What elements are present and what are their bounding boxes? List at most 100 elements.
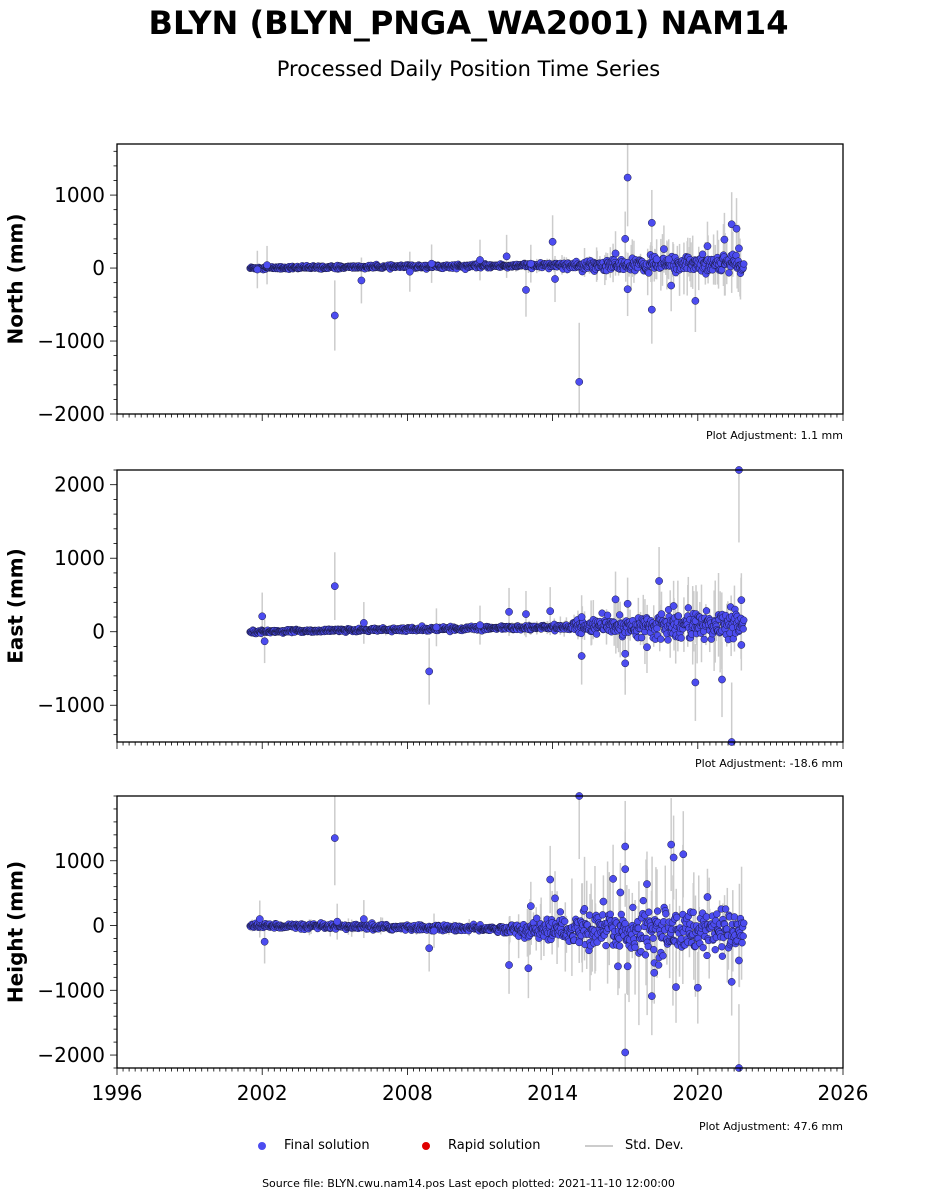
final-solution-point bbox=[700, 635, 708, 643]
final-solution-point bbox=[740, 919, 748, 927]
y-tick-label: −1000 bbox=[37, 978, 105, 1002]
final-solution-point bbox=[660, 245, 668, 253]
final-solution-point bbox=[611, 595, 620, 604]
final-solution-point bbox=[599, 911, 607, 919]
final-solution-point bbox=[430, 926, 438, 935]
final-solution-point bbox=[655, 577, 663, 585]
legend-stddev-label: Std. Dev. bbox=[625, 1138, 684, 1153]
final-solution-point bbox=[677, 634, 685, 642]
y-tick-label: 1000 bbox=[54, 183, 105, 207]
final-solution-point bbox=[629, 903, 637, 912]
final-solution-point bbox=[556, 908, 565, 916]
final-solution-point bbox=[621, 235, 630, 243]
final-solution-point bbox=[577, 652, 586, 660]
y-axis-label: Height (mm) bbox=[4, 861, 28, 1003]
y-tick-label: −2000 bbox=[37, 402, 105, 426]
final-solution-point bbox=[720, 235, 729, 244]
final-solution-point bbox=[575, 378, 584, 386]
final-solution-point bbox=[425, 944, 434, 953]
final-solution-point bbox=[703, 893, 712, 901]
y-axis-ticks bbox=[110, 795, 117, 1069]
final-solution-point bbox=[669, 602, 678, 610]
final-solution-point bbox=[657, 635, 665, 643]
final-solution-point bbox=[727, 978, 736, 986]
x-tick-label: 2014 bbox=[527, 1081, 578, 1105]
final-solution-point bbox=[652, 255, 661, 264]
x-axis-ticks bbox=[116, 742, 844, 749]
final-solution-point bbox=[603, 611, 612, 619]
final-solution-point bbox=[723, 925, 731, 933]
final-solution-point bbox=[730, 913, 739, 921]
final-solution-point bbox=[505, 961, 513, 969]
final-solution-point bbox=[427, 259, 436, 268]
final-solution-point bbox=[740, 260, 748, 268]
final-solution-point bbox=[639, 897, 647, 905]
final-solution-point bbox=[405, 267, 414, 276]
final-solution-point bbox=[575, 938, 584, 947]
x-tick-label: 2020 bbox=[672, 1081, 723, 1105]
final-solution-point bbox=[621, 649, 630, 658]
final-solution-point bbox=[684, 604, 692, 612]
std-dev-bars bbox=[253, 470, 743, 742]
final-solution-point bbox=[691, 678, 700, 687]
final-solution-point bbox=[623, 173, 632, 182]
final-solution-point bbox=[702, 913, 711, 921]
final-solution-point bbox=[614, 962, 622, 971]
final-solution-point bbox=[577, 613, 586, 621]
data-points bbox=[246, 466, 748, 746]
final-solution-point bbox=[616, 888, 625, 897]
x-axis-ticks bbox=[116, 414, 844, 421]
legend-stddev: Std. Dev. bbox=[585, 1138, 684, 1153]
final-solution-point bbox=[263, 261, 271, 269]
rapid-solution-marker-icon bbox=[422, 1141, 430, 1150]
std-dev-line-icon bbox=[585, 1144, 613, 1147]
final-solution-point bbox=[674, 612, 683, 620]
final-solution-point bbox=[599, 897, 608, 906]
legend: Final solution Rapid solution Std. Dev. bbox=[0, 1138, 937, 1158]
final-solution-point bbox=[637, 634, 646, 642]
y-tick-label: 2000 bbox=[54, 473, 105, 497]
final-solution-point bbox=[526, 259, 535, 268]
final-solution-point bbox=[667, 281, 676, 290]
final-solution-point bbox=[260, 637, 269, 646]
final-solution-point bbox=[659, 952, 667, 960]
legend-final-label: Final solution bbox=[284, 1138, 370, 1153]
final-solution-point bbox=[330, 582, 339, 591]
final-solution-point bbox=[255, 915, 264, 923]
final-solution-point bbox=[718, 675, 726, 684]
final-solution-point bbox=[546, 875, 555, 884]
final-solution-point bbox=[561, 917, 569, 926]
final-solution-point bbox=[669, 853, 678, 862]
final-solution-point bbox=[738, 939, 746, 947]
final-solution-point bbox=[526, 902, 535, 910]
final-solution-point bbox=[673, 913, 681, 921]
panel-1: −2000 −1000 0 1000 North (mm) Plot Adjustment… bbox=[4, 143, 844, 442]
final-solution-point bbox=[645, 908, 653, 916]
final-solution-point bbox=[647, 992, 656, 1000]
final-solution-point bbox=[333, 917, 342, 926]
y-tick-label: −2000 bbox=[37, 1043, 105, 1067]
legend-final: Final solution bbox=[258, 1138, 370, 1153]
std-dev-bars bbox=[256, 144, 742, 414]
final-solution-point bbox=[623, 285, 632, 294]
final-solution-point bbox=[740, 616, 748, 624]
y-tick-label: 0 bbox=[92, 620, 105, 644]
y-tick-label: −1000 bbox=[37, 693, 105, 717]
legend-rapid: Rapid solution bbox=[422, 1138, 540, 1153]
final-solution-point bbox=[253, 265, 262, 274]
final-solution-point bbox=[621, 865, 630, 874]
data-points bbox=[246, 144, 748, 414]
final-solution-point bbox=[698, 250, 707, 258]
final-solution-point bbox=[649, 934, 657, 942]
y-tick-label: −1000 bbox=[37, 329, 105, 353]
chart-subtitle: Processed Daily Position Time Series bbox=[276, 57, 661, 81]
final-solution-point bbox=[722, 905, 730, 913]
final-solution-point bbox=[546, 607, 555, 615]
final-solution-point bbox=[672, 983, 680, 991]
x-tick-label: 2008 bbox=[382, 1081, 433, 1105]
plot-adjustment-note: Plot Adjustment: 1.1 mm bbox=[706, 429, 843, 442]
final-solution-point bbox=[425, 667, 434, 676]
final-solution-point bbox=[703, 951, 711, 960]
data-points bbox=[246, 792, 748, 1072]
y-tick-label: 1000 bbox=[54, 546, 105, 570]
